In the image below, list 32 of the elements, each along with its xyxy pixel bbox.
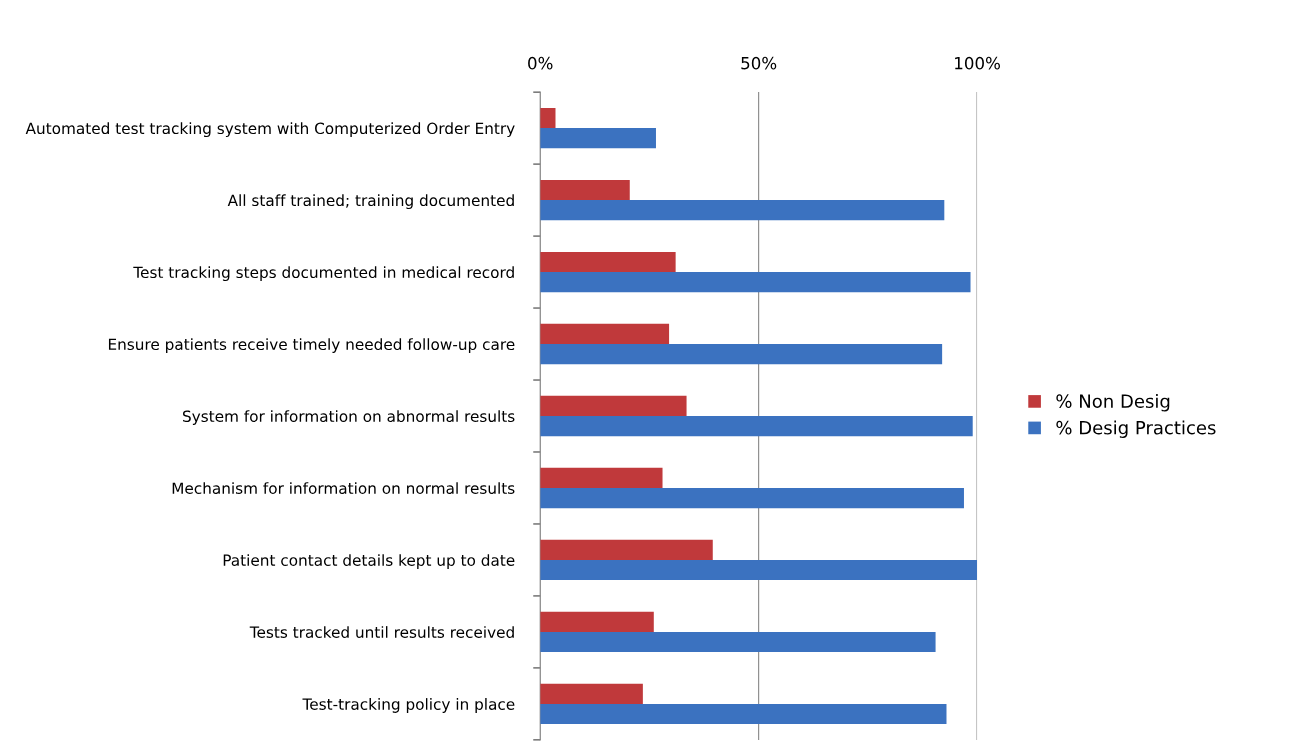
- bar: [540, 611, 654, 632]
- y-tick-label: Automated test tracking system with Computerized Order Entry: [25, 122, 515, 138]
- bar: [540, 107, 556, 129]
- y-tick-label: Patient contact details kept up to date: [223, 554, 515, 569]
- y-tick-label: Tests tracked until results received: [249, 626, 514, 638]
- bar: [540, 128, 656, 149]
- bar: [540, 683, 643, 704]
- y-tick-label: System for information on abnormal results: [182, 410, 515, 425]
- legend-label: % Desig Practices: [1056, 420, 1216, 438]
- bar: [540, 539, 713, 560]
- legend-label: % Non Desig: [1056, 394, 1170, 412]
- y-tick-label: Ensure patients receive timely needed follow-up care: [108, 338, 515, 354]
- bar: [540, 487, 964, 509]
- bar: [540, 200, 945, 221]
- y-tick-label: Test-tracking policy in place: [302, 698, 515, 713]
- x-tick-label: 0%: [528, 56, 553, 70]
- bar: [540, 395, 687, 417]
- bar: [540, 323, 670, 345]
- bar: [540, 272, 971, 293]
- bar: [540, 467, 663, 488]
- bar: [540, 631, 936, 653]
- x-tick-label: 100%: [955, 56, 1000, 70]
- y-tick-label: Mechanism for information on normal results: [172, 482, 515, 494]
- bar: [540, 179, 630, 201]
- bar: [540, 344, 943, 365]
- x-tick-label: 50%: [741, 56, 777, 70]
- y-tick-label: All staff trained; training documented: [227, 194, 514, 210]
- y-tick-label: Test tracking steps documented in medical record: [133, 266, 514, 282]
- bar: [540, 703, 947, 725]
- bar: [540, 251, 676, 273]
- bar: [540, 559, 978, 581]
- bar: [540, 416, 973, 437]
